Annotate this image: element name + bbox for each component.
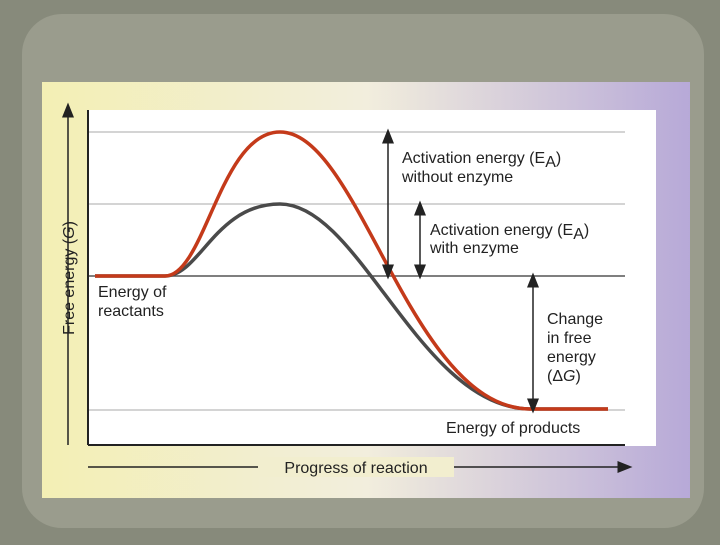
change-line: energy (547, 349, 596, 366)
without-enzyme-line2: without enzyme (401, 169, 513, 186)
label-end: ) (556, 150, 561, 167)
delta-text: (Δ (547, 368, 563, 385)
curve-without-enzyme (95, 130, 608, 411)
change-line: in free (547, 330, 592, 347)
with-enzyme-label: Activation energy (EA) (430, 222, 589, 243)
with-enzyme-line2: with enzyme (429, 240, 519, 257)
y-axis-label: Free energy (G) (61, 221, 78, 335)
label-text: Activation energy (E (402, 150, 545, 167)
reactants-line: Energy of (98, 284, 167, 301)
change-line: (ΔG) (547, 368, 581, 385)
label-sub: A (573, 226, 584, 243)
delta-end: ) (575, 368, 580, 385)
label-sub: A (545, 154, 556, 171)
x-label-bg (258, 457, 454, 477)
label-end: ) (584, 222, 589, 239)
y-label-end: ) (61, 221, 78, 226)
x-axis-label: Progress of reaction (284, 460, 427, 477)
label-text: Activation energy (E (430, 222, 573, 239)
delta-italic: G (563, 368, 575, 385)
products-label: Energy of products (446, 420, 580, 437)
y-label-italic: G (61, 226, 78, 238)
y-label-text: Free energy ( (61, 238, 78, 335)
change-line: Change (547, 311, 603, 328)
without-enzyme-label: Activation energy (EA) (402, 150, 561, 171)
reactants-line: reactants (98, 303, 164, 320)
measure-arrows (382, 128, 539, 414)
curve-with-enzyme (95, 202, 608, 411)
